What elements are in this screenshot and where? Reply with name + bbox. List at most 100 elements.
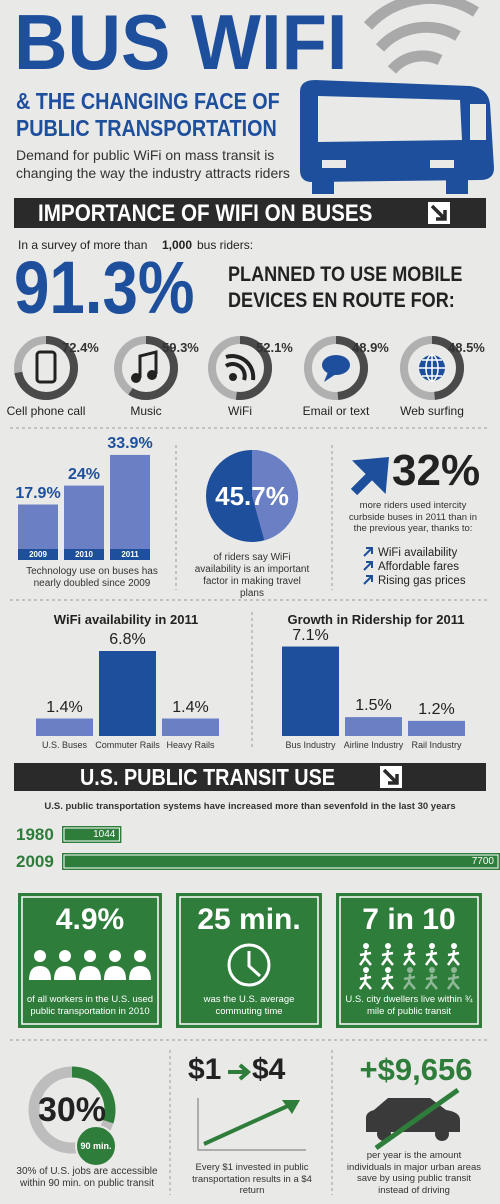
section-band xyxy=(14,198,486,228)
music-note xyxy=(147,370,157,380)
person xyxy=(134,950,146,962)
bar-value: 1044 xyxy=(93,829,116,840)
walker-body xyxy=(380,973,394,990)
big-stat: 91.3% xyxy=(14,246,195,329)
clock-hands xyxy=(247,951,262,978)
badge xyxy=(75,1125,117,1167)
section-heading: IMPORTANCE OF WIFI ON BUSES xyxy=(38,200,373,227)
walker-body xyxy=(380,949,394,966)
reason: WiFi availability xyxy=(378,547,458,559)
bar-inset xyxy=(63,827,120,842)
bar-value: 17.9% xyxy=(15,484,61,502)
walker-head xyxy=(407,943,413,949)
people-icons xyxy=(29,950,151,980)
bar-value: 6.8% xyxy=(109,631,146,648)
fact-box-border xyxy=(21,896,159,1025)
bar-foot xyxy=(110,549,150,560)
walker-head xyxy=(429,943,435,949)
person xyxy=(54,966,76,980)
fact-box xyxy=(336,893,482,1028)
ring-arc xyxy=(208,336,272,400)
person xyxy=(34,950,46,962)
bar xyxy=(64,485,104,560)
walker-head xyxy=(451,967,457,973)
survey-count: 1,000 xyxy=(162,238,193,252)
bus-light xyxy=(430,160,454,168)
bar-foot xyxy=(64,549,104,560)
walker-body xyxy=(424,949,438,966)
ring-arc xyxy=(400,336,464,400)
savings-stat: +$9,656 xyxy=(359,1052,473,1087)
bullet-arrow xyxy=(363,561,373,571)
ring-label: Web surfing xyxy=(400,404,464,418)
bar-value: 24% xyxy=(67,465,101,483)
pie-value: 45.7% xyxy=(215,481,289,511)
caption: more riders used intercity curbside buse… xyxy=(348,500,478,534)
bar-label: Bus Industry xyxy=(285,740,336,750)
chart-title: WiFi availability in 2011 xyxy=(53,612,199,627)
bar-value: 1.5% xyxy=(355,697,392,715)
badge-text: 90 min. xyxy=(80,1141,112,1151)
bar xyxy=(62,853,500,870)
bullet-arrow xyxy=(363,547,373,557)
fact-box-border xyxy=(179,896,319,1025)
bar-value: 1.4% xyxy=(46,698,83,716)
fact-stat: 25 min. xyxy=(197,903,301,936)
walker-head xyxy=(451,943,457,949)
bar xyxy=(99,651,156,736)
growth-arrow xyxy=(203,1102,293,1146)
bus-icon xyxy=(300,80,494,194)
bar-value: 33.9% xyxy=(107,434,153,452)
walker-head xyxy=(407,967,413,973)
bus-wheel xyxy=(312,180,334,194)
caption: Technology use on buses has nearly doubl… xyxy=(26,566,158,589)
wave xyxy=(375,21,461,52)
chart-title: Growth in Ridership for 2011 xyxy=(287,612,465,627)
bar xyxy=(110,454,150,560)
person xyxy=(29,966,51,980)
car-slash xyxy=(374,1087,460,1151)
bar-year: 1980 xyxy=(16,825,54,844)
ring-arc xyxy=(14,336,78,400)
person xyxy=(109,950,121,962)
ring-arc xyxy=(304,336,368,400)
bus-wheel xyxy=(446,180,468,194)
ring-label: Cell phone call xyxy=(6,404,86,418)
phone-icon xyxy=(35,350,57,384)
fact-stat: 4.9% xyxy=(55,903,125,936)
axes-icon xyxy=(197,1098,306,1151)
bar-value: 7700 xyxy=(471,856,494,867)
fact-stat: 7 in 10 xyxy=(362,903,456,936)
car-wheel xyxy=(435,1127,449,1141)
bar-label: Rail Industry xyxy=(411,740,462,750)
bus-window xyxy=(318,96,462,142)
invest-from: $1 xyxy=(188,1053,222,1086)
bar xyxy=(345,717,402,736)
tagline: Demand for public WiFi on mass transit i… xyxy=(16,147,290,181)
use-icons xyxy=(35,350,445,384)
to-arrow xyxy=(228,1063,252,1081)
caption: per year is the amount individuals in ma… xyxy=(346,1150,482,1196)
bar-value: 1.2% xyxy=(418,700,455,718)
walker-head xyxy=(363,967,369,973)
walker-head xyxy=(363,943,369,949)
bar-value: 7.1% xyxy=(292,626,329,644)
wave xyxy=(387,50,443,74)
bar xyxy=(162,718,219,736)
fact-caption: was the U.S. average commuting time xyxy=(203,994,295,1017)
bar-label: Airline Industry xyxy=(343,740,404,750)
ring-label: WiFi xyxy=(228,404,252,418)
ring-arc xyxy=(28,1066,116,1154)
fact-boxes xyxy=(18,893,482,1028)
walker-body xyxy=(402,973,416,990)
ring-label: Email or text xyxy=(302,404,370,418)
title: BUS WIFI xyxy=(14,0,348,86)
bar-year: 2009 xyxy=(29,550,47,559)
bar-inset xyxy=(63,854,499,869)
wifi-icon xyxy=(229,373,237,381)
bar xyxy=(408,720,465,736)
walker-body xyxy=(358,949,372,966)
arrow-icon xyxy=(430,204,447,221)
